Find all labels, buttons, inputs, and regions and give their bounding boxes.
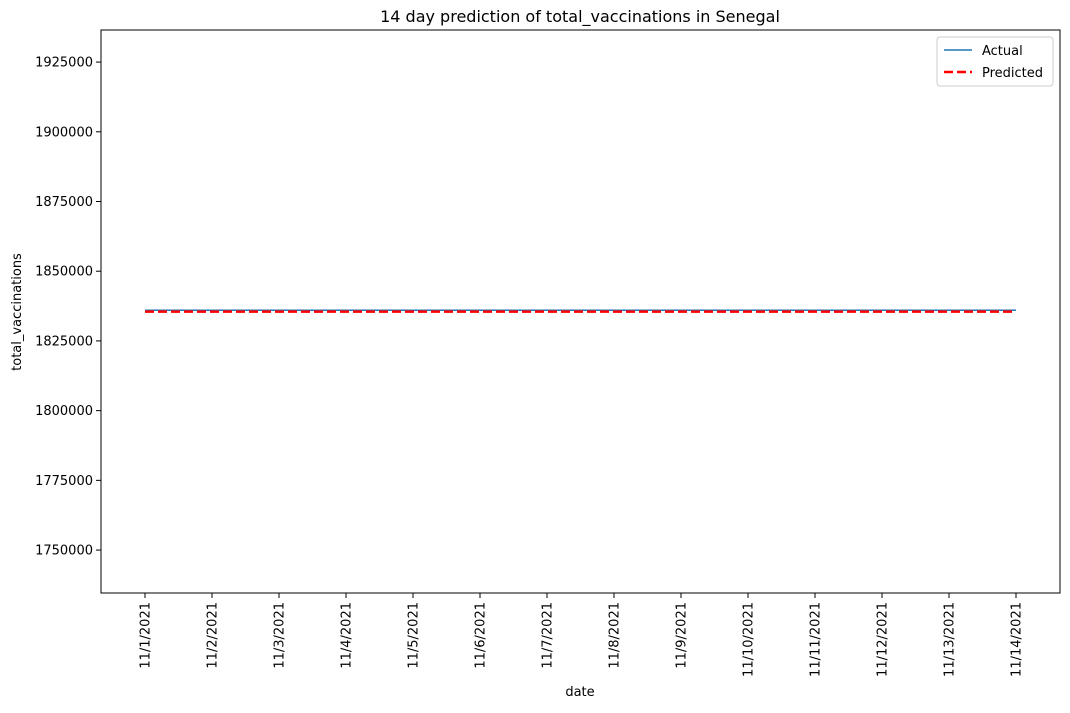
y-tick-label: 1875000 — [35, 195, 93, 210]
series-layer — [145, 309, 1016, 313]
x-tick-label: 11/7/2021 — [541, 602, 556, 669]
x-tick-label: 11/14/2021 — [1010, 602, 1025, 677]
y-tick-label: 1900000 — [35, 125, 93, 140]
y-axis-label: total_vaccinations — [10, 253, 25, 371]
x-tick-label: 11/8/2021 — [608, 602, 623, 669]
x-tick-label: 11/5/2021 — [407, 602, 422, 669]
x-tick-label: 11/1/2021 — [139, 602, 154, 669]
x-tick-label: 11/10/2021 — [742, 602, 757, 677]
y-tick-label: 1750000 — [35, 544, 93, 559]
x-tick-label: 11/2/2021 — [206, 602, 221, 669]
y-tick-label: 1775000 — [35, 474, 93, 489]
y-tick-label: 1850000 — [35, 265, 93, 280]
y-tick-label: 1825000 — [35, 334, 93, 349]
x-axis-ticks: 11/1/2021 11/2/2021 11/3/2021 11/4/2021 11/5… — [139, 593, 1025, 677]
legend: Actual Predicted — [936, 36, 1054, 87]
y-tick-label: 1925000 — [35, 56, 93, 71]
y-tick-label: 1800000 — [35, 404, 93, 419]
y-axis-ticks: 1750000 1775000 1800000 1825000 1850000 18750… — [35, 56, 101, 559]
x-tick-label: 11/9/2021 — [675, 602, 690, 669]
x-tick-label: 11/12/2021 — [876, 602, 891, 677]
x-axis-label: date — [565, 685, 594, 700]
x-tick-label: 11/6/2021 — [474, 602, 489, 669]
legend-label-actual: Actual — [982, 44, 1023, 59]
x-tick-label: 11/3/2021 — [273, 602, 288, 669]
x-tick-label: 11/4/2021 — [340, 602, 355, 669]
x-tick-label: 11/11/2021 — [809, 602, 824, 677]
chart-title: 14 day prediction of total_vaccinations … — [380, 7, 780, 27]
x-tick-label: 11/13/2021 — [943, 602, 958, 677]
legend-label-predicted: Predicted — [982, 66, 1043, 81]
